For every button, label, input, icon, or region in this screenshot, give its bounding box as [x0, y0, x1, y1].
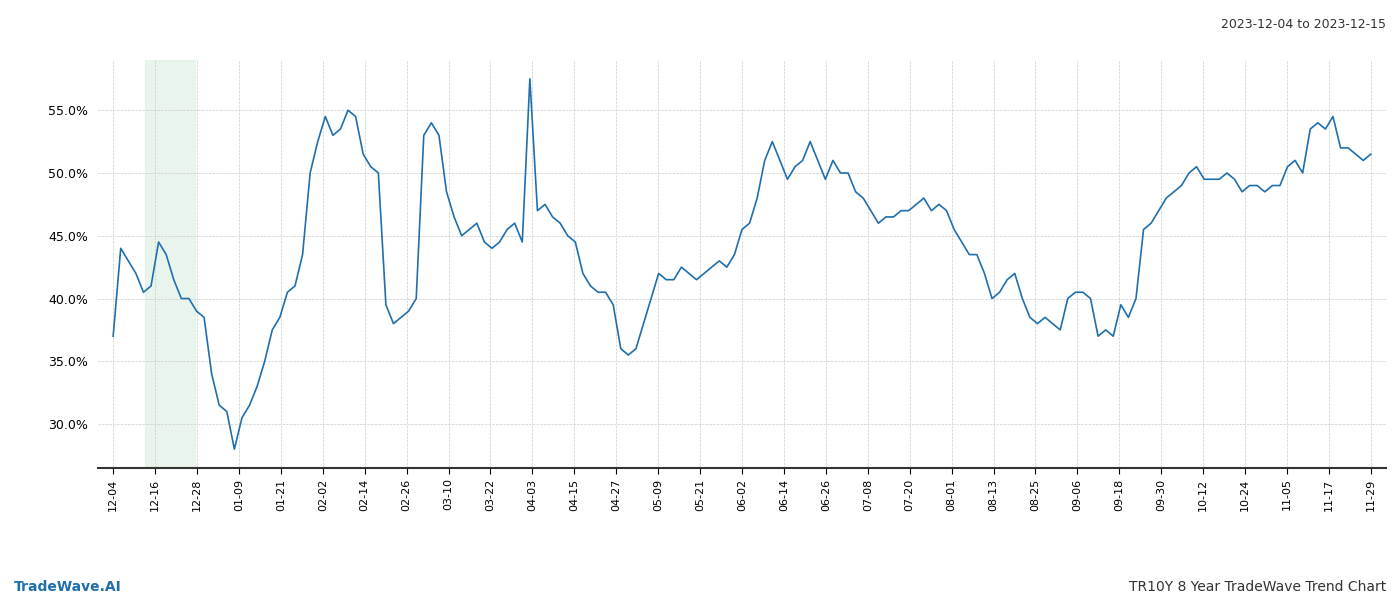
Bar	[144, 60, 196, 468]
Text: TR10Y 8 Year TradeWave Trend Chart: TR10Y 8 Year TradeWave Trend Chart	[1128, 580, 1386, 594]
Text: 2023-12-04 to 2023-12-15: 2023-12-04 to 2023-12-15	[1221, 18, 1386, 31]
Text: TradeWave.AI: TradeWave.AI	[14, 580, 122, 594]
